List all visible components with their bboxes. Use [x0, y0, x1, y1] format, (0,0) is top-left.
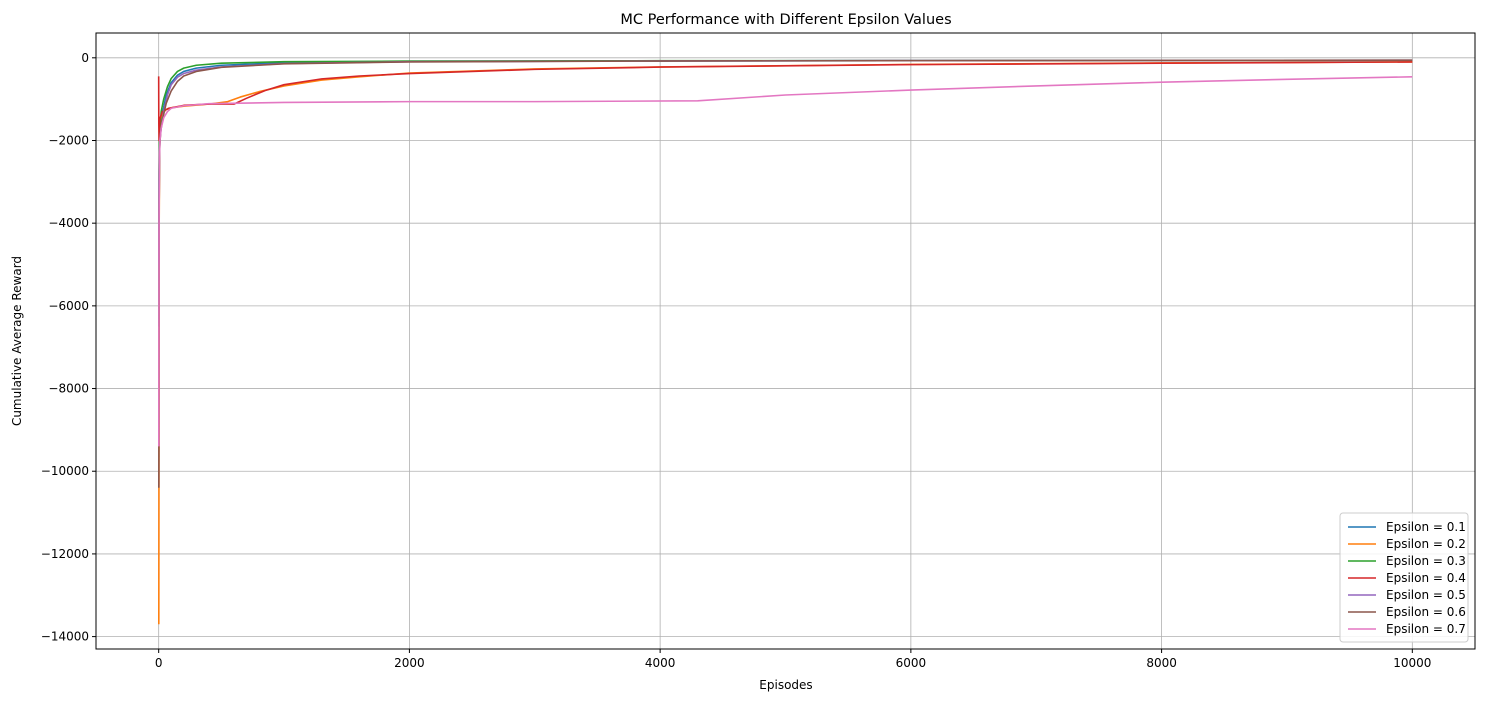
x-axis-title: Episodes	[759, 678, 812, 692]
plot-frame	[95, 32, 1476, 650]
y-tick-label: −12000	[41, 547, 89, 561]
legend-label: Epsilon = 0.7	[1386, 622, 1466, 636]
grid	[96, 33, 1475, 649]
x-tick-label: 6000	[896, 656, 927, 670]
legend-label: Epsilon = 0.1	[1386, 520, 1466, 534]
series-lines	[157, 59, 1413, 625]
x-tick-label: 4000	[645, 656, 676, 670]
series-line-7	[158, 76, 1413, 447]
legend-label: Epsilon = 0.6	[1386, 605, 1466, 619]
axis-ticks: 0 2000 4000 6000 8000 10000 0 −2000 −4000 −6000 −8…	[41, 51, 1432, 670]
y-tick-label: 0	[81, 51, 89, 65]
x-tick-label: 0	[155, 656, 163, 670]
y-tick-label: −2000	[48, 133, 89, 147]
legend-label: Epsilon = 0.5	[1386, 588, 1466, 602]
legend-label: Epsilon = 0.3	[1386, 554, 1466, 568]
y-axis-title: Cumulative Average Reward	[10, 256, 24, 426]
x-tick-label: 8000	[1146, 656, 1177, 670]
legend-box	[1339, 512, 1469, 643]
y-tick-label: −10000	[41, 464, 89, 478]
x-tick-label: 10000	[1393, 656, 1431, 670]
x-tick-label: 2000	[394, 656, 425, 670]
y-tick-label: −6000	[48, 299, 89, 313]
series-line-4	[157, 61, 1413, 142]
legend-label: Epsilon = 0.2	[1386, 537, 1466, 551]
legend-label: Epsilon = 0.4	[1386, 571, 1466, 585]
y-tick-label: −8000	[48, 382, 89, 396]
legend: Epsilon = 0.1 Epsilon = 0.2 Epsilon = 0.3 E…	[1339, 512, 1469, 643]
y-tick-label: −14000	[41, 630, 89, 644]
chart-title: MC Performance with Different Epsilon Va…	[620, 12, 951, 28]
y-tick-label: −4000	[48, 216, 89, 230]
